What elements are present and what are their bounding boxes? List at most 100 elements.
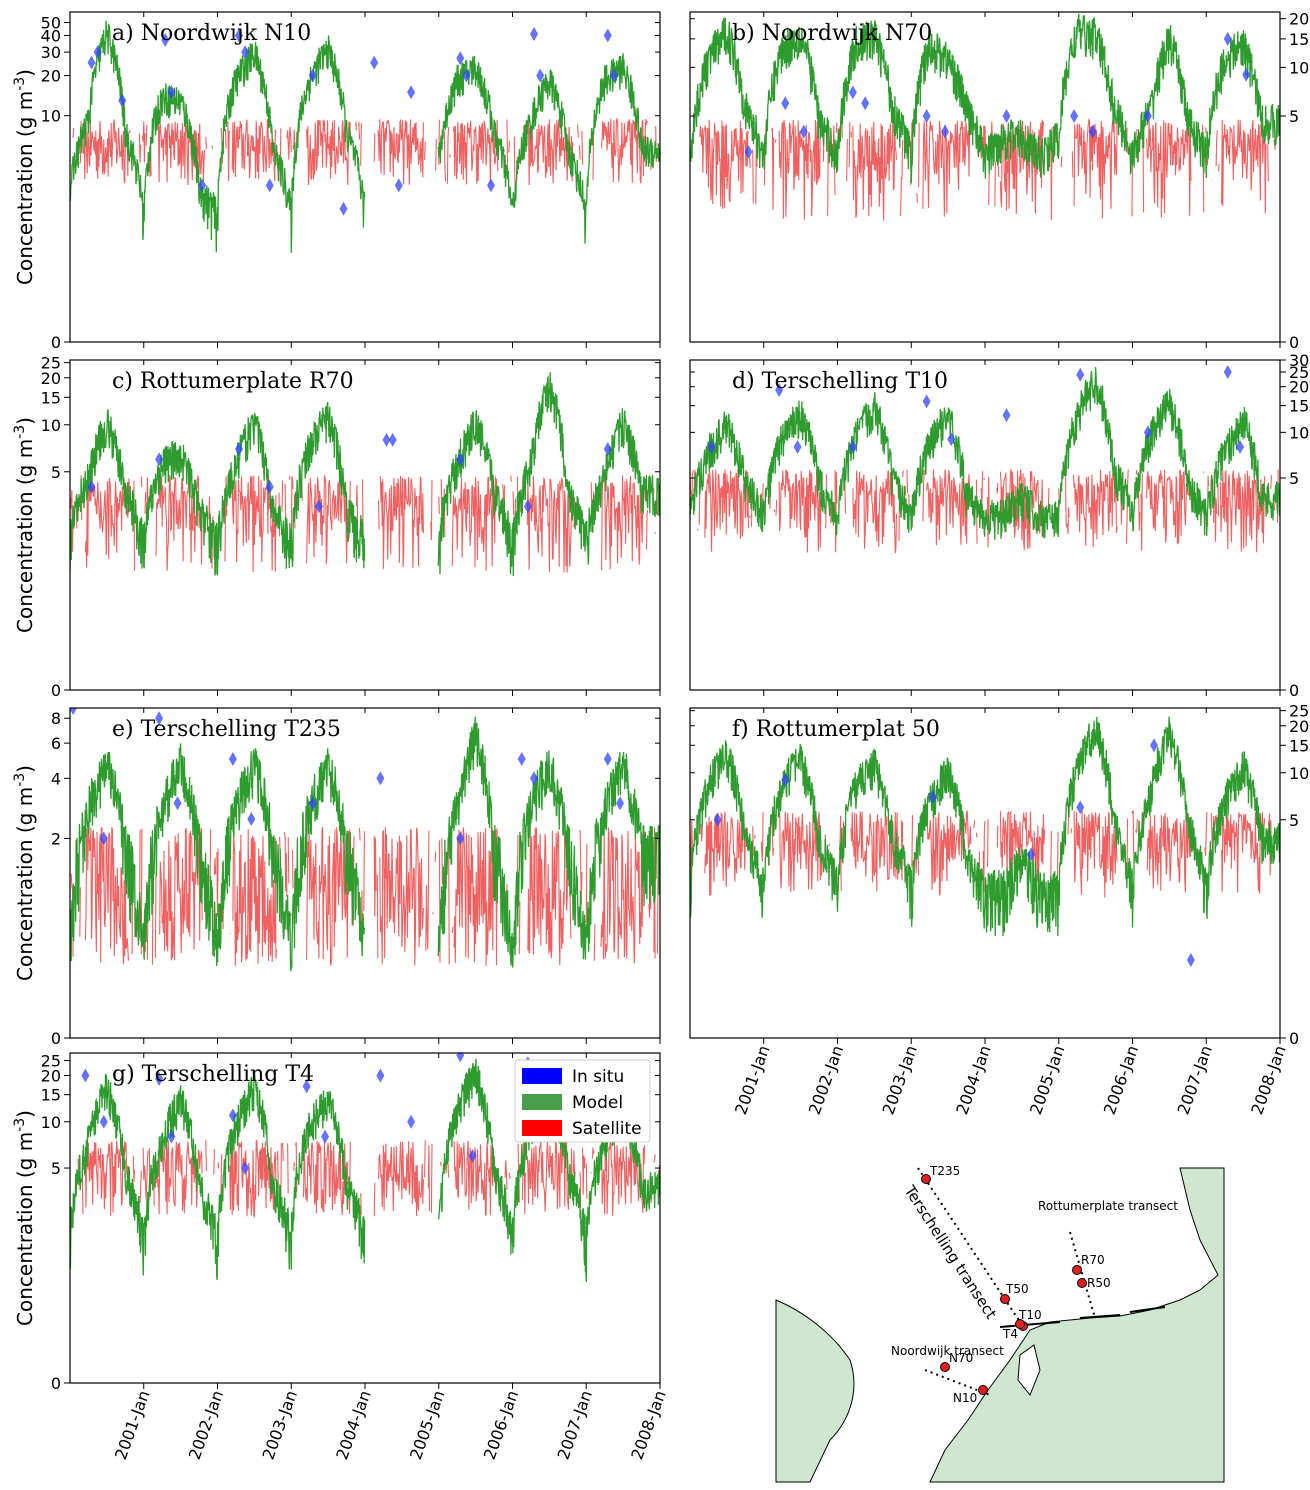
y-axis-label-exponent: -3 (12, 1118, 28, 1132)
in-situ-point (848, 85, 857, 100)
station-t50 (1000, 1294, 1010, 1304)
in-situ-point (861, 96, 870, 111)
y-tick-label-f: 5 (1289, 811, 1299, 830)
in-situ-point (388, 432, 397, 447)
in-situ-series-c (87, 432, 612, 514)
y-tick-label-d: 30 (1289, 351, 1309, 370)
label-t235: T235 (929, 1164, 960, 1178)
in-situ-point (81, 1068, 90, 1083)
in-situ-point (173, 796, 182, 811)
x-tick-labels-left: 2001-Jan 2002-Jan 2003-Jan 2004-Jan 2005-Jan… (111, 1388, 670, 1462)
y-axis-label-part: ) (13, 417, 37, 425)
in-situ-series-f (713, 738, 1195, 967)
y-tick-label-e: 4 (51, 769, 61, 788)
panel-title-c: c) Rottumerplate R70 (112, 369, 354, 394)
in-situ-point (407, 85, 416, 100)
x-tick-label: 2007-Jan (1174, 1043, 1216, 1117)
x-tick-label: 2002-Jan (805, 1043, 847, 1117)
in-situ-point (603, 28, 612, 43)
y-axis-label-part: ) (13, 69, 37, 77)
legend-swatch-model (522, 1094, 562, 1110)
in-situ-point (198, 178, 207, 193)
in-situ-point (517, 751, 526, 766)
in-situ-point (781, 96, 790, 111)
x-tick-label: 2006-Jan (480, 1388, 522, 1462)
station-t235 (921, 1174, 931, 1184)
satellite-series-e (70, 826, 660, 966)
in-situ-point (456, 51, 465, 66)
in-situ-series-a (87, 27, 618, 216)
station-r70 (1072, 1265, 1082, 1275)
y-tick-label-a: 20 (41, 67, 61, 86)
in-situ-point (744, 144, 753, 159)
panel-title-d: d) Terschelling T10 (732, 369, 948, 394)
y-tick-label-e: 0 (51, 1029, 61, 1048)
y-tick-label-a: 40 (41, 26, 61, 45)
in-situ-point (536, 68, 545, 83)
y-tick-label-c: 25 (41, 354, 61, 373)
in-situ-point (241, 1161, 250, 1176)
map-ijsselmeer (1017, 1344, 1041, 1396)
in-situ-point (99, 831, 108, 846)
label-t50: T50 (1005, 1282, 1029, 1296)
y-axis-label-e: Concentration (g m-3) (12, 765, 37, 981)
y-tick-label-f: 10 (1289, 764, 1309, 783)
in-situ-point (603, 441, 612, 456)
y-axis-label-part: ) (13, 1110, 37, 1118)
in-situ-point (339, 201, 348, 216)
x-tick-labels-right: 2001-Jan 2002-Jan 2003-Jan 2004-Jan 2005-Jan… (731, 1043, 1290, 1117)
y-tick-label-f: 15 (1289, 736, 1309, 755)
in-situ-point (1076, 367, 1085, 382)
model-series-a (70, 20, 660, 254)
y-tick-label-g: 0 (51, 1374, 61, 1393)
model-series-d (690, 367, 1280, 540)
in-situ-point (155, 711, 164, 726)
y-axis-label-part: ) (13, 765, 37, 773)
in-situ-point (1143, 109, 1152, 124)
y-axis-label-exponent: -3 (12, 773, 28, 787)
x-tick-label: 2001-Jan (731, 1043, 773, 1117)
model-line-c (70, 372, 660, 577)
panel-title-e: e) Terschelling T235 (112, 717, 341, 742)
in-situ-point (376, 771, 385, 786)
in-situ-point (462, 68, 471, 83)
in-situ-point (70, 708, 78, 715)
in-situ-point (228, 1108, 237, 1123)
y-tick-label-d: 5 (1289, 469, 1299, 488)
x-tick-label: 2005-Jan (406, 1388, 448, 1462)
model-line-d (690, 367, 1280, 540)
x-tick-label: 2003-Jan (879, 1043, 921, 1117)
in-situ-point (941, 124, 950, 139)
in-situ-point (799, 124, 808, 139)
in-situ-point (99, 1114, 108, 1129)
station-n10 (978, 1385, 988, 1395)
y-axis-label-part: Concentration (g m (13, 1132, 37, 1326)
in-situ-point (1236, 440, 1245, 455)
model-series-c (70, 372, 660, 577)
y-tick-label-e: 6 (51, 734, 61, 753)
legend-swatch-in-situ (522, 1068, 562, 1084)
in-situ-point (265, 479, 274, 494)
satellite-line-b (699, 118, 1280, 221)
in-situ-point (370, 55, 379, 70)
in-situ-point (530, 27, 539, 42)
satellite-line-e (70, 826, 660, 966)
in-situ-point (707, 440, 716, 455)
in-situ-point (456, 452, 465, 467)
x-tick-label: 2001-Jan (111, 1388, 153, 1462)
in-situ-point (486, 178, 495, 193)
axes-frame-f (689, 707, 1281, 1039)
y-tick-label-g: 10 (41, 1113, 61, 1132)
model-series-b (690, 13, 1280, 184)
y-axis-label-g: Concentration (g m-3) (12, 1110, 37, 1326)
label-rottumerplate-transect: Rottumerplate transect (1038, 1199, 1178, 1213)
in-situ-point (947, 432, 956, 447)
y-tick-label-b: 15 (1289, 30, 1309, 49)
y-tick-label-b: 20 (1289, 10, 1309, 29)
y-tick-label-d: 15 (1289, 397, 1309, 416)
in-situ-point (603, 751, 612, 766)
x-tick-label: 2002-Jan (185, 1388, 227, 1462)
in-situ-point (247, 812, 256, 827)
in-situ-point (1143, 425, 1152, 440)
